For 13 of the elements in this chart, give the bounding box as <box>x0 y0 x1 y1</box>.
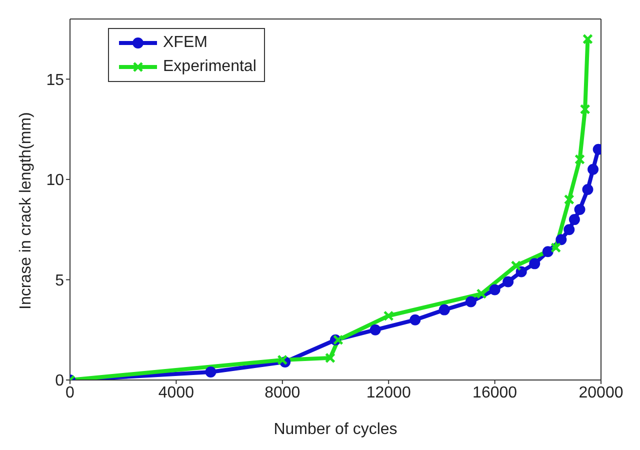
x-tick-label: 8000 <box>264 384 300 402</box>
y-axis-title: Incrase in crack length(mm) <box>18 112 35 310</box>
y-tick-label: 5 <box>55 272 64 290</box>
x-tick-label: 16000 <box>472 384 518 402</box>
x-tick-label: 12000 <box>366 384 411 402</box>
y-tick-label: 0 <box>55 372 64 390</box>
x-tick-label: 4000 <box>158 384 194 402</box>
y-tick-label: 10 <box>46 172 64 190</box>
x-tick-label: 20000 <box>578 384 624 402</box>
x-axis-title: Number of cycles <box>274 421 398 438</box>
y-tick-label: 15 <box>46 72 64 89</box>
legend-label: Experimental <box>163 58 256 76</box>
legend-label: XFEM <box>163 34 208 52</box>
